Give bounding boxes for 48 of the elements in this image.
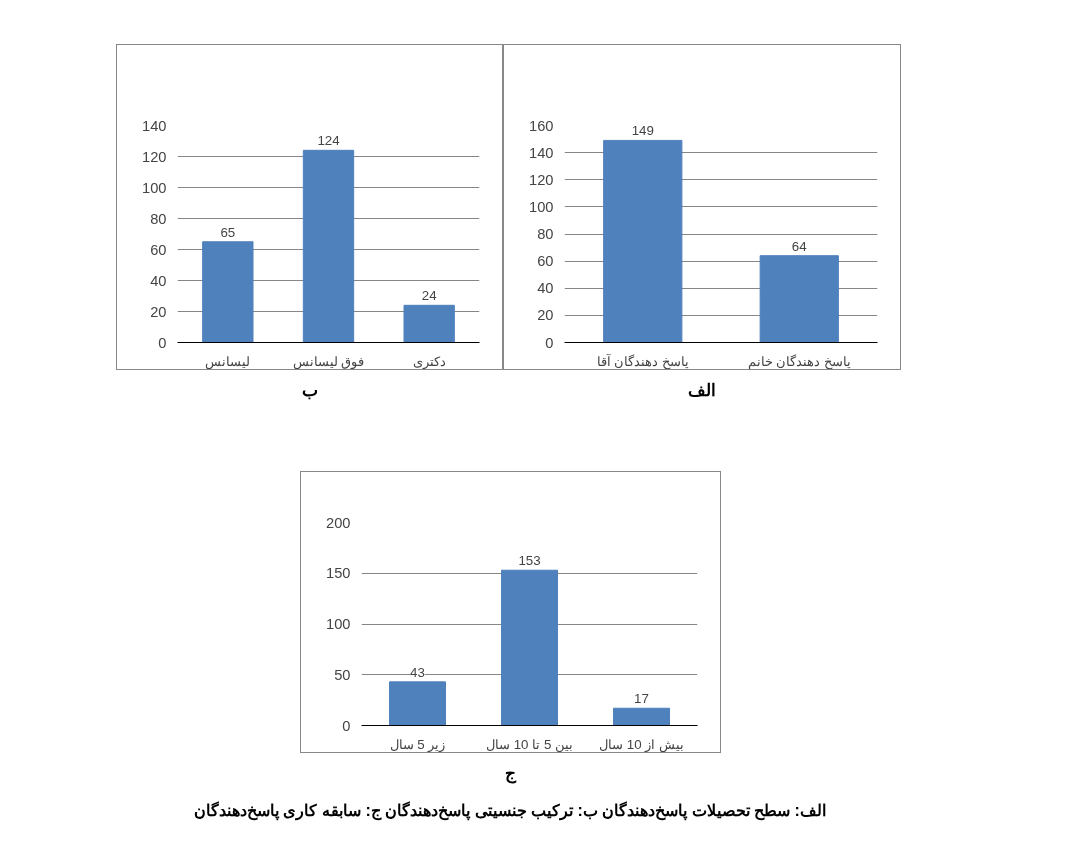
- x-tick-label: لیسانس: [205, 353, 251, 370]
- bar: [302, 149, 355, 343]
- y-tick-label: 140: [529, 144, 554, 161]
- y-tick-label: 60: [537, 253, 554, 270]
- text: الف: [688, 379, 716, 402]
- text: ج: [505, 761, 516, 786]
- y-tick-label: 0: [545, 334, 554, 351]
- y-tick-label: 60: [150, 241, 167, 258]
- data-label: 65: [220, 224, 236, 240]
- y-tick-label: 20: [150, 303, 167, 320]
- y-tick-label: 20: [537, 307, 554, 324]
- text: ب: [301, 379, 318, 402]
- bar: [202, 241, 254, 343]
- x-tick-label: بیش از 10 سال: [599, 736, 684, 753]
- text: الف: سطح تحصیلات پاسخ‌دهندگان ب: ترکیب جنسیتی پاسخ‌دهندگان ج: سابقه کاری پاسخ‌دهندگان: [194, 800, 826, 823]
- data-label: 24: [421, 288, 438, 304]
- y-tick-label: 120: [142, 148, 167, 165]
- x-tick-label: پاسخ دهندگان خانم: [747, 353, 851, 370]
- y-tick-label: 150: [326, 565, 351, 581]
- y-tick-label: 100: [529, 198, 554, 215]
- y-tick-label: 50: [334, 666, 351, 683]
- x-tick-label: دکتری: [412, 353, 446, 370]
- y-tick-label: 80: [537, 226, 554, 242]
- y-tick-label: 40: [537, 280, 554, 297]
- data-label: 43: [410, 664, 425, 680]
- y-tick-label: 0: [342, 717, 351, 734]
- y-tick-label: 140: [142, 117, 167, 134]
- y-tick-label: 100: [326, 615, 351, 632]
- data-label: 149: [631, 123, 654, 139]
- x-tick-label: زیر 5 سال: [389, 736, 446, 753]
- data-label: 124: [317, 133, 341, 149]
- y-tick-label: 0: [158, 334, 167, 351]
- data-label: 17: [634, 690, 649, 706]
- data-label: 153: [518, 552, 541, 568]
- y-tick-label: 200: [326, 514, 351, 531]
- y-tick-label: 100: [142, 179, 167, 196]
- bar: [613, 707, 670, 726]
- x-tick-label: فوق لیسانس: [292, 353, 365, 370]
- x-tick-label: بین 5 تا 10 سال: [485, 736, 574, 753]
- y-tick-label: 40: [150, 272, 167, 289]
- bar: [403, 304, 455, 343]
- y-tick-label: 120: [529, 171, 554, 188]
- y-tick-label: 160: [529, 117, 554, 134]
- y-tick-label: 80: [150, 210, 167, 227]
- bar: [501, 569, 558, 726]
- x-tick-label: پاسخ دهندگان آقا: [596, 352, 689, 370]
- data-label: 64: [791, 238, 808, 254]
- bar: [389, 681, 446, 726]
